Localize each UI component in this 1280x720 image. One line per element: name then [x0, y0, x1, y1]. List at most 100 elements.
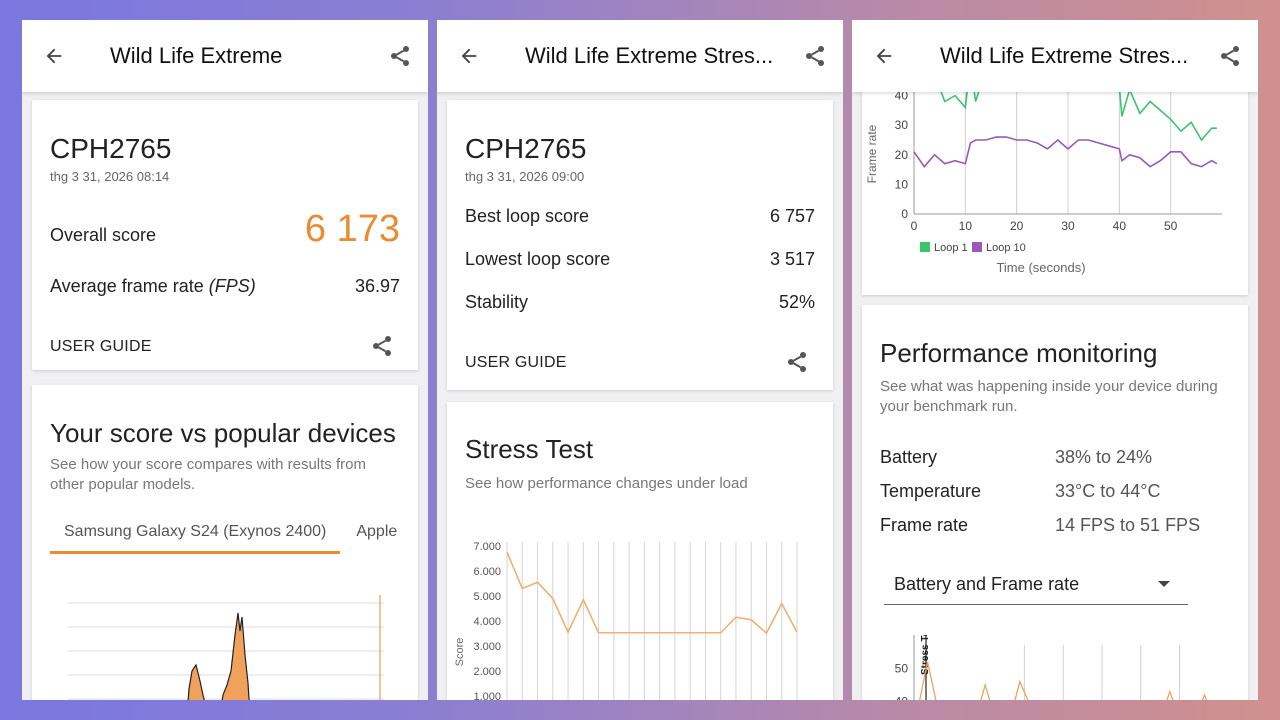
chart-tick-label: 7.000: [473, 541, 501, 553]
stress-row-stability: Stability 52%: [465, 292, 815, 313]
result-date: thg 3 31, 2026 09:00: [465, 169, 585, 184]
battery-frame-rate-chart: 4050Stress Test: [895, 635, 1208, 700]
chart-tick-label: 40: [895, 89, 909, 103]
temperature-value: 33°C to 44°C: [1055, 481, 1161, 501]
fps-label: Average frame rate (FPS): [50, 276, 256, 297]
performance-subtitle: See what was happening inside your devic…: [880, 378, 1218, 415]
app-bar: Wild Life Extreme Stres...: [437, 20, 843, 92]
chart-axis-label: Frame rate: [865, 124, 879, 183]
chart-tick-label: 40: [895, 695, 909, 700]
chart-tick-label: 10: [895, 177, 909, 191]
stability-value: 52%: [778, 292, 815, 312]
stress-row-best: Best loop score 6 757: [465, 206, 815, 227]
stress-row-lowest: Lowest loop score 3 517: [465, 249, 815, 270]
device-tabs: Samsung Galaxy S24 (Exynos 2400) Apple: [50, 523, 397, 554]
best-loop-value: 6 757: [769, 206, 815, 226]
fps-row: Average frame rate (FPS) 36.97: [50, 276, 400, 297]
temperature-label: Temperature: [880, 481, 982, 501]
stress-test-card: Stress Test See how performance changes …: [447, 402, 833, 700]
card-share-button[interactable]: [370, 334, 394, 363]
share-icon: [788, 352, 806, 372]
device-name: CPH2765: [50, 133, 172, 164]
chart-tick-label: 40: [1113, 219, 1127, 233]
fps-value: 36.97: [354, 276, 400, 296]
phone-panel-3: Frame rate Time (seconds) 0 10 20 30 40 50 0 10…: [852, 20, 1258, 700]
performance-monitoring-card: Performance monitoring See what was happ…: [862, 305, 1248, 700]
distribution-gridlines: [68, 602, 384, 700]
arrow-left-icon: [46, 48, 62, 64]
share-icon: [373, 336, 391, 356]
distribution-area: [187, 612, 250, 700]
fps-unit: (FPS): [208, 276, 256, 296]
lowest-loop-value: 3 517: [769, 249, 815, 269]
best-loop-label: Best loop score: [465, 206, 590, 226]
performance-title: Performance monitoring: [880, 338, 1158, 368]
chart-tick-label: 50: [895, 661, 909, 675]
lowest-loop-label: Lowest loop score: [465, 249, 611, 269]
chart-tick-label: 20: [895, 148, 909, 162]
share-icon: [391, 46, 409, 66]
battery-label: Battery: [880, 447, 938, 467]
overall-score-label: Overall score: [50, 225, 157, 245]
chart-tick-label: 3.000: [473, 641, 501, 653]
chart-type-select[interactable]: Battery and Frame rate: [884, 565, 1188, 605]
chart-tick-label: 1.000: [473, 691, 501, 700]
user-guide-link[interactable]: USER GUIDE: [50, 338, 152, 355]
user-guide-link[interactable]: USER GUIDE: [465, 354, 567, 371]
tab-samsung-galaxy-s24[interactable]: Samsung Galaxy S24 (Exynos 2400): [50, 523, 341, 554]
comparison-title: Your score vs popular devices: [50, 418, 396, 448]
chart-axis-label: Time (seconds): [996, 260, 1085, 275]
legend-swatch: [972, 242, 982, 252]
stress-test-title: Stress Test: [465, 434, 594, 464]
stability-label: Stability: [465, 292, 529, 312]
share-icon: [1221, 46, 1239, 66]
chart-tick-label: 10: [959, 219, 973, 233]
share-button[interactable]: [1202, 20, 1258, 92]
stress-test-subtitle: See how performance changes under load: [465, 475, 748, 492]
app-bar: Wild Life Extreme Stres...: [852, 20, 1258, 92]
arrow-left-icon: [461, 48, 477, 64]
result-date: thg 3 31, 2026 08:14: [50, 169, 170, 184]
score-series-line: [506, 551, 798, 635]
phone-panel-1: Wild Life Extreme CPH2765 thg 3 31, 2026…: [22, 20, 428, 700]
fps-label-text: Average frame rate: [50, 276, 204, 296]
back-button[interactable]: [437, 20, 501, 92]
chart-tick-label: 4.000: [473, 616, 501, 628]
overall-score-value: 6 173: [304, 208, 400, 250]
stress-score-card: CPH2765 thg 3 31, 2026 09:00 Best loop s…: [447, 100, 833, 390]
chart-tick-label: 50: [1164, 219, 1178, 233]
back-button[interactable]: [22, 20, 86, 92]
caret-down-icon: [1158, 581, 1170, 587]
share-button[interactable]: [787, 20, 843, 92]
frame-rate-value: 14 FPS to 51 FPS: [1055, 515, 1201, 535]
share-icon: [806, 46, 824, 66]
tab-apple[interactable]: Apple: [356, 523, 398, 540]
card-share-button[interactable]: [785, 350, 809, 379]
score-distribution-chart: [68, 595, 384, 700]
page-title: Wild Life Extreme Stres...: [940, 43, 1189, 68]
chart-tick-label: 30: [895, 118, 909, 132]
phone-panel-2: Wild Life Extreme Stres... CPH2765 thg 3…: [437, 20, 843, 700]
chart-tick-label: 0: [911, 219, 918, 233]
frame-rate-series-line: [919, 661, 1208, 700]
stress-score-chart: Score 1.000 2.000 3.000 4.000 5.000 6.000 7.00…: [454, 541, 798, 700]
app-bar: Wild Life Extreme: [22, 20, 428, 92]
chart-tick-label: 6.000: [473, 566, 501, 578]
chart-tick-label: 0: [901, 207, 908, 221]
comparison-card: Your score vs popular devices See how yo…: [32, 385, 418, 700]
back-button[interactable]: [852, 20, 916, 92]
select-value: Battery and Frame rate: [894, 574, 1080, 594]
overall-score-row: Overall score 6 173: [50, 208, 400, 251]
share-button[interactable]: [372, 20, 428, 92]
comparison-subtitle: See how your score compares with results…: [50, 456, 366, 493]
legend-label: Loop 10: [986, 242, 1026, 254]
arrow-left-icon: [876, 48, 892, 64]
legend-label: Loop 1: [934, 242, 968, 254]
page-title: Wild Life Extreme: [110, 43, 283, 68]
device-name: CPH2765: [465, 133, 587, 164]
chart-tick-label: 30: [1061, 219, 1075, 233]
series-line-loop-10: [913, 136, 1218, 168]
battery-value: 38% to 24%: [1055, 447, 1153, 467]
legend-swatch: [920, 242, 930, 252]
page-title: Wild Life Extreme Stres...: [525, 43, 774, 68]
